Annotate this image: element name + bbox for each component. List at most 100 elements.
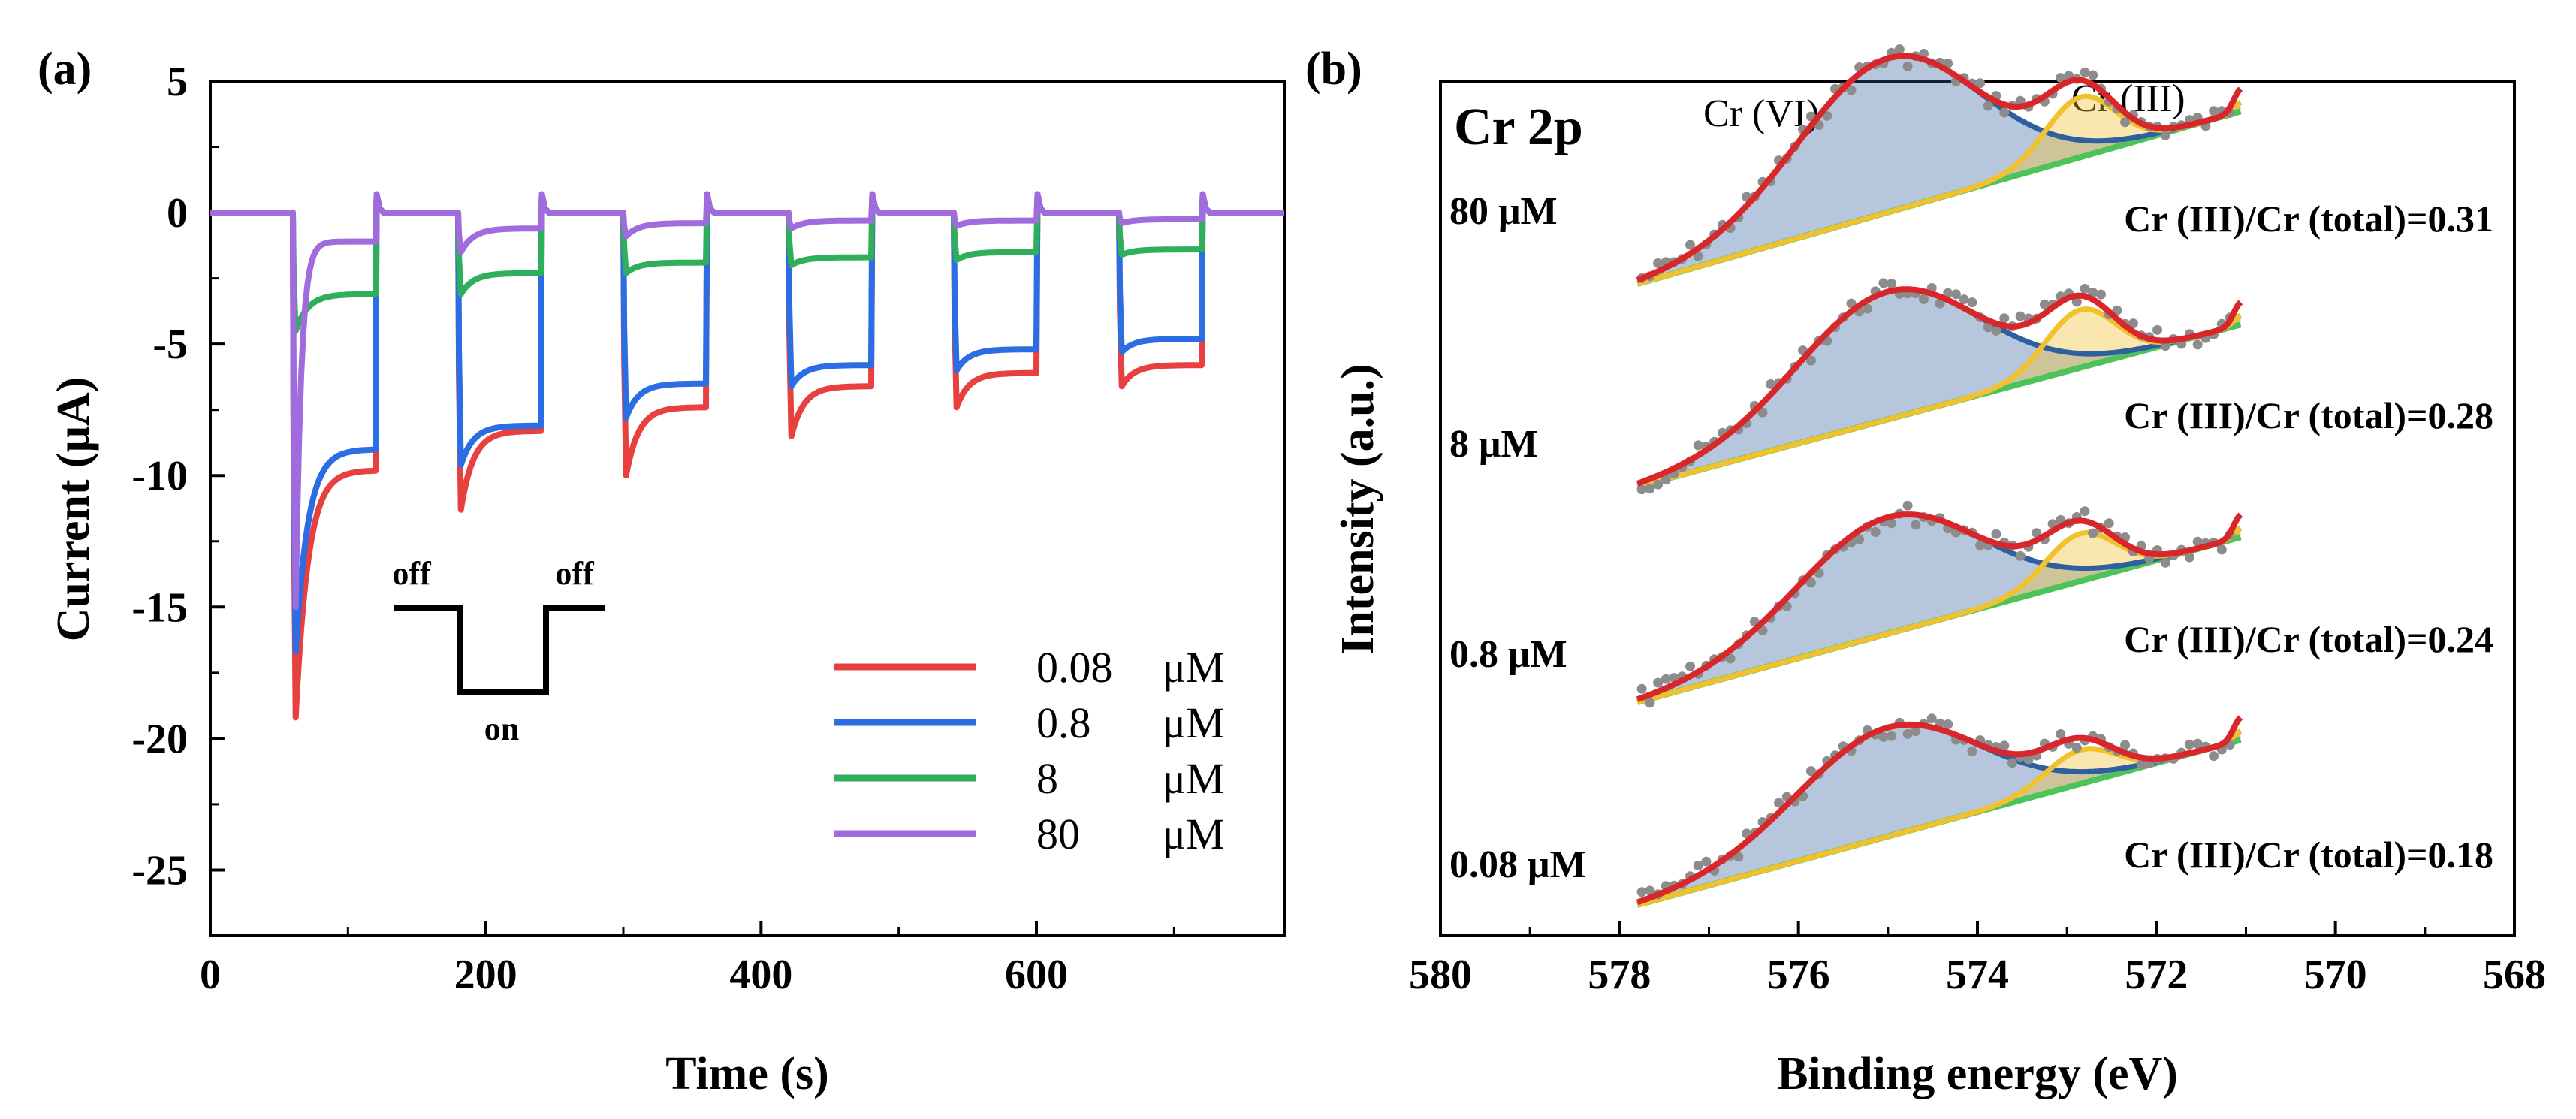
a-x-tick-label: 200 [454, 952, 517, 998]
raw-data-point [2015, 311, 2026, 321]
legend-entry-80: 80 μM [834, 810, 1225, 858]
raw-data-point [1805, 578, 1816, 588]
b-x-tick-label: 578 [1588, 952, 1651, 998]
a-x-tick-label: 0 [200, 952, 221, 998]
raw-data-point [2209, 106, 2219, 116]
panel-b-title: Cr 2p [1454, 98, 1583, 156]
raw-data-point [1653, 479, 1664, 490]
raw-data-point [1902, 500, 1913, 511]
raw-data-point [1636, 683, 1647, 694]
raw-data-point [1653, 258, 1664, 268]
series-line-0-8 [210, 191, 1284, 655]
raw-data-point [1805, 355, 1816, 366]
ratio-label-0-8: Cr (III)/Cr (total)=0.24 [2124, 618, 2493, 660]
raw-data-point [1725, 653, 1736, 664]
raw-data-point [2192, 738, 2203, 749]
raw-data-point [2184, 552, 2194, 563]
xps-spectrum-0 [1636, 44, 2243, 287]
raw-data-point [1653, 677, 1664, 688]
raw-data-point [2071, 297, 2082, 307]
conc-label-0-08: 0.08 μM [1449, 843, 1587, 886]
legend-conc-8: 8 [1036, 754, 1058, 803]
raw-data-point [2056, 73, 2066, 83]
raw-data-point [2120, 740, 2131, 750]
conc-label-0-8: 0.8 μM [1449, 633, 1567, 676]
a-y-tick-label: 0 [167, 190, 188, 237]
raw-data-point [1902, 728, 1913, 739]
raw-data-point [1943, 719, 1953, 729]
raw-data-point [1661, 475, 1671, 485]
panel-b-label: (b) [1305, 44, 1362, 95]
raw-data-point [1975, 540, 1986, 550]
raw-data-point [2080, 284, 2090, 294]
b-x-tick-label: 574 [1946, 952, 2009, 998]
ratio-label-8: Cr (III)/Cr (total)=0.28 [2124, 394, 2493, 436]
raw-data-point [1846, 85, 1857, 95]
a-y-tick-label: -15 [131, 584, 188, 631]
raw-data-point [1991, 325, 2001, 336]
inset-on-label: on [484, 710, 519, 747]
raw-data-point [1685, 240, 1695, 250]
legend-unit-8: μM [1163, 754, 1225, 803]
raw-data-point [1983, 322, 1993, 333]
cr-vi-fill [1637, 56, 2241, 284]
legend-entry-0-08: 0.08 μM [834, 643, 1225, 692]
xps-spectrum-1 [1636, 278, 2243, 495]
b-x-tick-label: 576 [1767, 952, 1830, 998]
legend-entry-0-8: 0.8 μM [834, 698, 1225, 747]
raw-data-point [1887, 518, 1897, 529]
raw-data-point [1645, 698, 1655, 708]
raw-data-point [1911, 520, 1921, 530]
a-x-tick-label: 600 [1005, 952, 1068, 998]
a-y-tick-label: -5 [152, 321, 188, 368]
xps-spectrum-2 [1636, 500, 2243, 708]
raw-data-point [1854, 534, 1865, 544]
inset-off-right-label: off [555, 555, 595, 592]
raw-data-point [1870, 527, 1881, 537]
raw-data-point [1926, 713, 1937, 724]
raw-data-point [1757, 407, 1768, 418]
a-y-tick-label: -25 [131, 847, 188, 894]
raw-data-point [2128, 318, 2138, 329]
legend-conc-0-08: 0.08 [1036, 643, 1113, 692]
cr-iii-fill [1637, 528, 2241, 702]
raw-data-point [1645, 484, 1655, 494]
ratio-label-80: Cr (III)/Cr (total)=0.31 [2124, 198, 2493, 240]
raw-data-point [2023, 754, 2034, 765]
raw-data-point [2056, 729, 2066, 739]
raw-data-point [1733, 852, 1744, 862]
raw-data-point [1693, 861, 1703, 870]
raw-data-point [1983, 101, 1993, 111]
raw-data-point [1943, 288, 1953, 298]
panel-a: (a) 0 200 400 600 5 0 -5 -10 -15 -20 -25 Time (s)… [38, 44, 1286, 1099]
raw-data-point [2080, 67, 2090, 77]
fit-envelope [1636, 511, 2243, 703]
legend-unit-0-8: μM [1163, 698, 1225, 747]
a-y-tick-label: -10 [131, 453, 188, 499]
ratio-label-0-08: Cr (III)/Cr (total)=0.18 [2124, 834, 2493, 876]
b-x-tick-label: 572 [2125, 952, 2188, 998]
raw-data-point [2209, 751, 2219, 762]
raw-data-point [2088, 70, 2098, 80]
inset-off-left-label: off [392, 555, 432, 592]
raw-data-point [1887, 279, 1897, 289]
conc-label-8: 8 μM [1449, 423, 1538, 466]
raw-data-point [2104, 518, 2114, 529]
panel-b-x-axis-title: Binding energy (eV) [1777, 1048, 2178, 1099]
raw-data-point [1967, 747, 1977, 756]
raw-data-point [1919, 294, 1929, 304]
raw-data-point [1999, 107, 2010, 118]
raw-data-point [1902, 61, 1913, 71]
b-x-tick-label: 570 [2304, 952, 2367, 998]
legend-unit-80: μM [1163, 810, 1225, 858]
panel-a-x-axis-title: Time (s) [665, 1048, 829, 1099]
raw-data-point [1935, 298, 1945, 309]
raw-data-point [2032, 528, 2042, 538]
a-y-tick-label: -20 [131, 716, 188, 762]
fit-envelope [1636, 715, 2243, 906]
panel-a-x-ticks: 0 200 400 600 [200, 921, 1175, 998]
panel-b: (b) Cr 2p Cr (VI) Cr (III) 580 578 576 574 5… [1305, 44, 2546, 1099]
xps-spectrum-3 [1636, 713, 2243, 908]
series-line-80 [210, 191, 1284, 611]
